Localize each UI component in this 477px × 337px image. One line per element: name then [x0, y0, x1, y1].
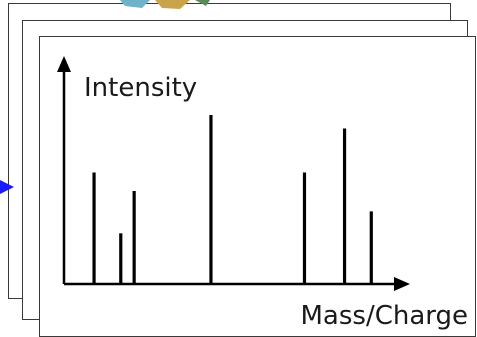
y-axis-arrow-icon — [57, 56, 71, 72]
peaks — [92, 115, 373, 284]
x-axis-arrow-icon — [394, 277, 410, 291]
x-axis-label: Mass/Charge — [300, 301, 468, 331]
y-axis-label: Intensity — [84, 73, 197, 103]
pointer-arrow-icon — [0, 180, 14, 194]
image-fragment — [120, 0, 210, 9]
